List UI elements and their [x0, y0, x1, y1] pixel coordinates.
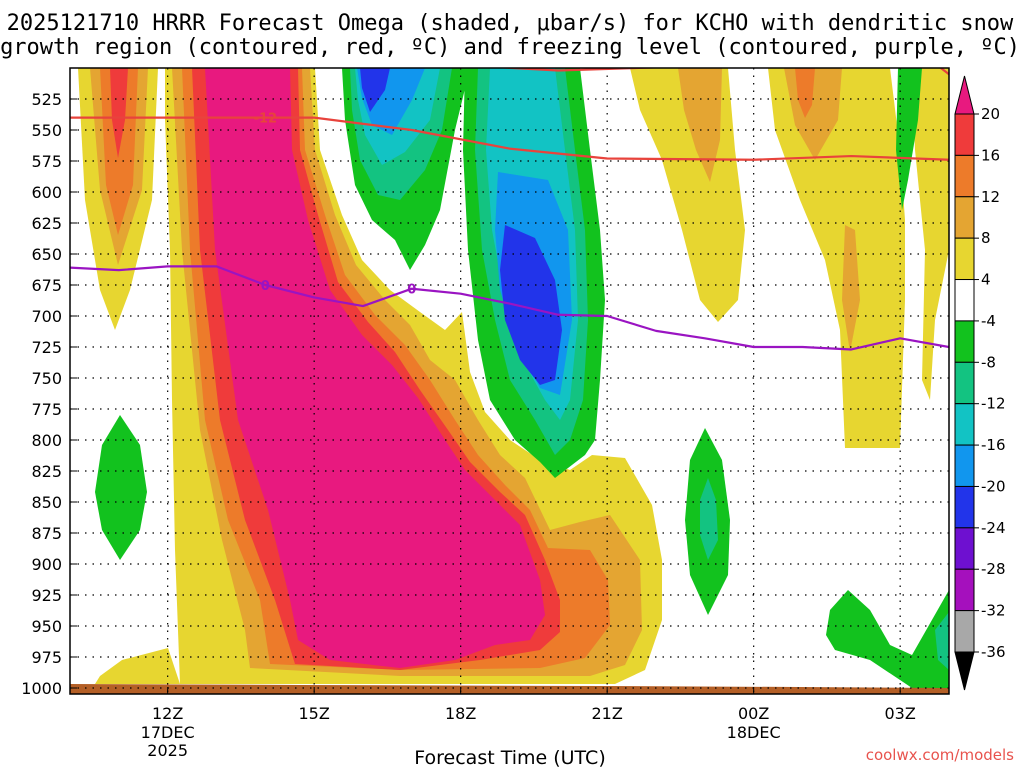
x-tick-label: 03Z: [885, 704, 916, 723]
omega-region-ascent-a-20: [360, 68, 390, 112]
colorbar-bin: [954, 485, 975, 529]
y-tick-label: 650: [31, 245, 62, 264]
colorbar-label: -20: [981, 477, 1006, 495]
omega-region-ascent-c-4: [95, 415, 147, 560]
omega-region-main-20: [205, 68, 545, 668]
colorbar-label: 8: [981, 229, 991, 247]
y-tick-label: 700: [31, 307, 62, 326]
colorbar-bin: [954, 527, 975, 570]
y-tick-label: 875: [31, 524, 62, 543]
y-tick-label: 525: [31, 90, 62, 109]
colorbar-label: -16: [981, 436, 1006, 454]
credit-text: coolwx.com/models: [866, 746, 1014, 764]
y-axis: 525 550 575 600 625 650 675 700 725 750 775 800 825 8…: [21, 90, 77, 698]
colorbar-bin-top: [954, 75, 975, 115]
omega-region-ascent-f-8: [935, 612, 949, 670]
contour-freezing-level: [70, 265, 949, 351]
x-axis-label: Forecast Time (UTC): [414, 747, 605, 768]
omega-region-right-b-4: [768, 68, 905, 448]
colorbar-bin: [954, 237, 975, 281]
colorbar-label: 20: [981, 105, 1000, 123]
omega-region-main-4b: [95, 648, 180, 684]
colorbar-bin: [954, 113, 975, 156]
x-tick-year: 2025: [147, 741, 188, 760]
x-tick-label: 18Z: [445, 704, 476, 723]
y-tick-label: 750: [31, 369, 62, 388]
y-tick-label: 825: [31, 462, 62, 481]
colorbar-bin-bottom: [954, 651, 975, 691]
colorbar-bin: [954, 279, 975, 322]
x-tick-date: 17DEC: [141, 723, 195, 742]
y-tick-label: 975: [31, 648, 62, 667]
colorbar-bin: [954, 444, 975, 487]
omega-region-right-a-8: [678, 68, 722, 182]
omega-region-ascent-f-4: [826, 590, 949, 690]
x-tick-label: 15Z: [299, 704, 330, 723]
contour-dendritic-lower: [70, 116, 949, 161]
colorbar-label: 4: [981, 271, 991, 289]
omega-region-ascent-d-8: [700, 478, 718, 560]
colorbar-label: -8: [981, 353, 996, 371]
omega-region-ascent-e-4: [896, 68, 922, 210]
y-tick-label: 850: [31, 493, 62, 512]
shaded-omega-negative: [95, 68, 949, 690]
colorbar-bin: [954, 154, 975, 198]
y-tick-label: 575: [31, 152, 62, 171]
chart-title-line2: growth region (contoured, red, ºC) and f…: [0, 35, 1020, 60]
colorbar-label: 16: [981, 146, 1000, 164]
colorbar-label: -28: [981, 560, 1006, 578]
x-tick-label: 21Z: [592, 704, 623, 723]
y-tick-label: 675: [31, 276, 62, 295]
y-tick-label: 900: [31, 555, 62, 574]
colorbar-bin: [954, 361, 975, 405]
colorbar-bin: [954, 568, 975, 612]
y-tick-label: 925: [31, 586, 62, 605]
omega-region-ascent-b-20: [500, 225, 562, 385]
y-tick-label: 625: [31, 214, 62, 233]
omega-region-right-c-4: [912, 68, 949, 400]
contour-label: 0: [261, 279, 270, 294]
colorbar-label: -12: [981, 395, 1006, 413]
plot-frame: [69, 67, 950, 695]
colorbar-label: -32: [981, 602, 1006, 620]
y-tick-label: 775: [31, 400, 62, 419]
y-tick-label: 800: [31, 431, 62, 450]
colorbar-bin: [954, 196, 975, 239]
colorbar-label: -36: [981, 643, 1006, 661]
plot-area: -12 0 0: [70, 68, 949, 694]
colorbar-label: -24: [981, 519, 1006, 537]
y-tick-label: 725: [31, 338, 62, 357]
contours: -12 0 0: [70, 68, 949, 351]
colorbar-bin: [954, 403, 975, 446]
colorbar: 20 16 12 8 4 -4 -8 -12 -16 -20 -24 -28 -32 -36: [954, 75, 1006, 691]
omega-region-right-b-12: [795, 68, 815, 118]
y-tick-label: 950: [31, 617, 62, 636]
omega-region-right-b2-8: [842, 225, 860, 352]
y-tick-label: 1000: [21, 679, 62, 698]
x-tick-label: 00Z: [738, 704, 769, 723]
colorbar-label: -4: [981, 312, 996, 330]
chart-title-line1: 2025121710 HRRR Forecast Omega (shaded, …: [7, 11, 1014, 36]
x-tick-date: 18DEC: [727, 723, 781, 742]
contour-label: -12: [254, 112, 278, 127]
y-tick-label: 600: [31, 183, 62, 202]
colorbar-bin: [954, 320, 975, 363]
x-tick-label: 12Z: [152, 704, 183, 723]
y-tick-label: 550: [31, 121, 62, 140]
colorbar-label: 12: [981, 188, 1000, 206]
ground-terrain: [70, 684, 949, 694]
contour-label: 0: [407, 283, 416, 298]
colorbar-bin: [954, 610, 975, 653]
omega-region-left-column-16: [110, 68, 128, 158]
